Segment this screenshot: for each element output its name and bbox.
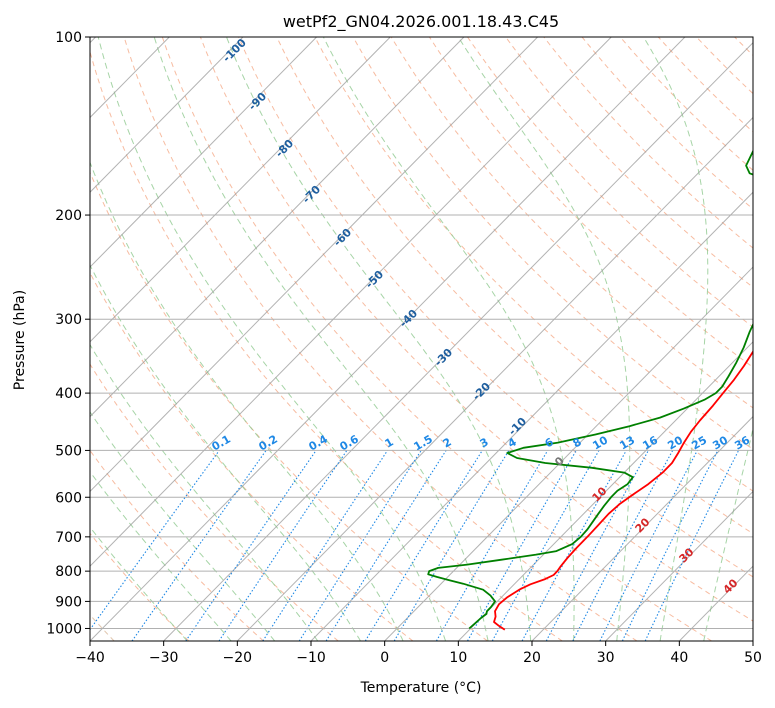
mixing-ratio-line xyxy=(644,450,740,641)
mixing-ratio-line xyxy=(131,450,267,641)
mixing-ratio-line xyxy=(572,450,674,641)
x-tick-label: 30 xyxy=(597,650,615,666)
x-tick-label: 0 xyxy=(380,650,389,666)
isotherm-line xyxy=(90,37,686,641)
mixing-ratio-line xyxy=(262,450,388,641)
moist-adiabat xyxy=(90,161,404,641)
y-axis-label: Pressure (hPa) xyxy=(12,290,28,390)
y-tick-label: 100 xyxy=(55,30,82,46)
isotherm-line xyxy=(163,41,753,641)
y-tick-label: 500 xyxy=(55,443,82,459)
dry-adiabat xyxy=(238,37,753,578)
pressure-gridlines xyxy=(90,37,753,629)
x-tick-label: −30 xyxy=(149,650,179,666)
isotherm-line xyxy=(90,37,538,493)
moist-adiabat xyxy=(90,343,319,641)
dewpoint-profile xyxy=(427,149,753,630)
mixing-ratio-line xyxy=(599,450,698,641)
isotherm-line xyxy=(90,37,465,418)
plot-frame xyxy=(89,36,754,642)
dry-adiabat xyxy=(428,37,753,368)
x-tick-label: 20 xyxy=(523,650,541,666)
moist-adiabat xyxy=(90,411,276,641)
moist-adiabat xyxy=(153,37,489,641)
isotherm-line xyxy=(90,37,317,268)
x-axis-ticks: −40 −30 −20 −10 0 10 20 30 40 50 xyxy=(75,641,762,666)
isotherm-line xyxy=(310,191,753,641)
y-tick-label: 700 xyxy=(55,530,82,546)
dry-adiabat xyxy=(199,37,753,622)
dry-adiabat xyxy=(161,37,712,641)
mixing-ratio-line xyxy=(364,450,483,641)
mixing-ratio-line xyxy=(185,450,317,641)
moist-adiabat xyxy=(643,37,709,641)
isotherm-line xyxy=(90,37,244,193)
mixing-ratio-line xyxy=(325,450,447,641)
x-tick-label: 40 xyxy=(670,650,688,666)
x-tick-label: −40 xyxy=(75,650,105,666)
x-tick-label: −20 xyxy=(223,650,253,666)
dry-adiabat xyxy=(390,37,753,409)
background-lines xyxy=(90,37,753,641)
dry-adiabat xyxy=(505,37,753,288)
dry-adiabat xyxy=(581,37,753,210)
y-tick-label: 400 xyxy=(55,386,82,402)
chart-title: wetPf2_GN04.2026.001.18.43.C45 xyxy=(283,12,559,32)
temperature-profile xyxy=(493,349,753,631)
isotherm-line xyxy=(90,37,391,343)
isotherm-line xyxy=(384,266,753,641)
y-tick-label: 300 xyxy=(55,312,82,328)
x-axis-label: Temperature (°C) xyxy=(360,680,482,696)
sounding-profiles xyxy=(427,149,753,631)
dry-adiabat xyxy=(90,532,190,641)
isotherm-line xyxy=(457,341,753,641)
isotherm-line xyxy=(90,37,612,567)
dry-adiabat xyxy=(90,50,563,641)
y-tick-label: 800 xyxy=(55,564,82,580)
x-tick-label: 10 xyxy=(449,650,467,666)
y-tick-label: 600 xyxy=(55,490,82,506)
mixing-ratio-line xyxy=(90,450,220,631)
isotherm-line xyxy=(236,116,753,641)
y-tick-label: 1000 xyxy=(46,621,82,637)
x-tick-label: 50 xyxy=(744,650,762,666)
mixing-ratio-line xyxy=(467,450,577,641)
dry-adiabat xyxy=(543,37,753,249)
y-tick-label: 900 xyxy=(55,594,82,610)
dry-adiabat xyxy=(90,271,414,641)
dry-adiabat xyxy=(90,363,339,641)
moist-adiabat xyxy=(703,426,753,641)
mixing-ratio-line xyxy=(298,450,422,641)
dry-adiabat xyxy=(619,37,753,171)
y-tick-label: 200 xyxy=(55,208,82,224)
dry-adiabat xyxy=(123,37,638,641)
x-tick-label: −10 xyxy=(296,650,326,666)
moist-adiabat xyxy=(322,37,575,641)
mixing-ratio-line xyxy=(491,450,600,641)
isotherm-line xyxy=(531,415,753,641)
y-axis-ticks: 100 200 300 400 500 600 700 800 900 1000 xyxy=(46,30,90,637)
dry-adiabat xyxy=(276,37,753,535)
isotherm-line xyxy=(605,490,753,641)
moist-adiabat xyxy=(97,37,447,641)
moist-adiabat xyxy=(90,471,232,641)
dry-adiabat xyxy=(467,37,753,328)
mixing-ratio-line xyxy=(218,450,348,641)
mixing-ratio-line xyxy=(545,450,649,641)
mixing-ratio-line xyxy=(393,450,510,641)
